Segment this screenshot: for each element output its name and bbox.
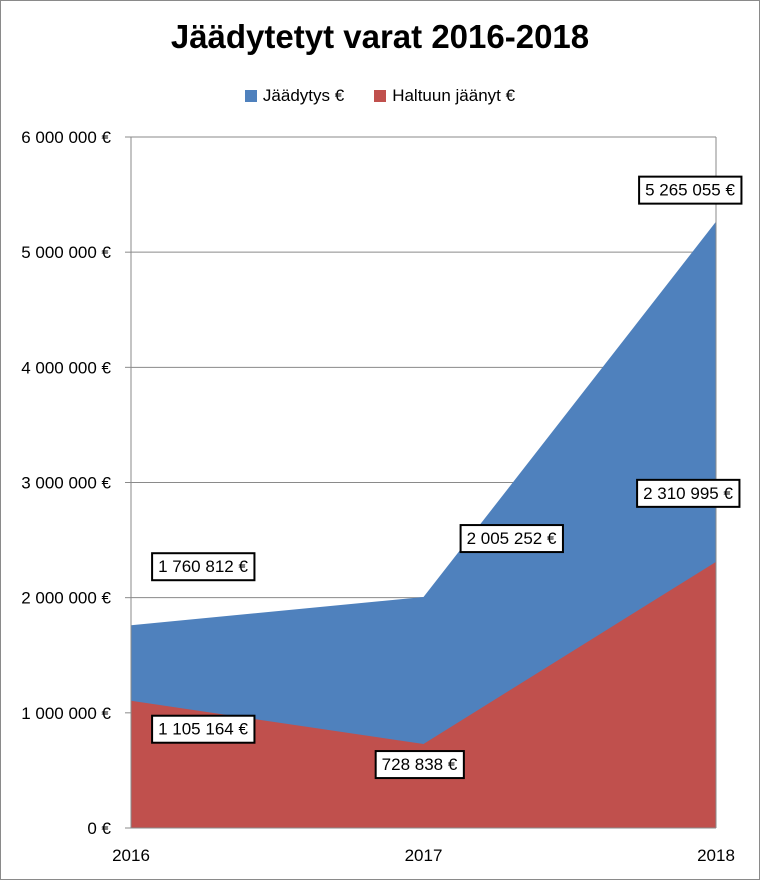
y-tick-label: 5 000 000 € <box>21 243 111 262</box>
data-label: 2 310 995 € <box>636 478 741 508</box>
data-label: 1 105 164 € <box>151 714 256 744</box>
data-label-box <box>151 552 256 582</box>
y-tick-label: 1 000 000 € <box>21 704 111 723</box>
legend-swatch-haltuun <box>374 90 387 102</box>
data-label-box <box>636 478 741 508</box>
legend-item-jaadytys: Jäädytys € <box>244 86 345 106</box>
y-tick-label: 4 000 000 € <box>21 358 111 377</box>
y-tick-label: 0 € <box>87 819 111 838</box>
data-label-text: 728 838 € <box>382 755 458 774</box>
data-label-box <box>374 750 465 780</box>
data-label: 2 005 252 € <box>459 524 564 554</box>
data-label-box <box>459 524 564 554</box>
data-label-text: 1 105 164 € <box>158 720 248 739</box>
y-tick-label: 6 000 000 € <box>21 128 111 147</box>
legend-item-haltuun: Haltuun jäänyt € <box>374 86 515 106</box>
legend-label-haltuun: Haltuun jäänyt € <box>392 86 516 105</box>
y-tick-label: 2 000 000 € <box>21 589 111 608</box>
data-label-text: 5 265 055 € <box>645 181 735 200</box>
data-label-text: 2 005 252 € <box>467 529 557 548</box>
data-label: 728 838 € <box>374 750 465 780</box>
data-label-box <box>151 714 256 744</box>
data-label-text: 1 760 812 € <box>158 557 248 576</box>
legend-label-jaadytys: Jäädytys € <box>262 86 345 105</box>
area-series-haltuun <box>131 561 716 828</box>
x-tick-label: 2018 <box>697 846 735 865</box>
y-tick-label: 3 000 000 € <box>21 474 111 493</box>
data-label: 1 760 812 € <box>151 552 256 582</box>
x-tick-label: 2016 <box>112 846 150 865</box>
data-label-text: 2 310 995 € <box>643 484 733 503</box>
data-label-box <box>638 175 743 205</box>
chart-legend: Jäädytys € Haltuun jäänyt € <box>0 86 760 106</box>
x-tick-label: 2017 <box>405 846 443 865</box>
legend-swatch-jaadytys <box>244 90 257 102</box>
data-label: 5 265 055 € <box>638 175 743 205</box>
chart-title: Jäädytetyt varat 2016-2018 <box>170 18 590 55</box>
